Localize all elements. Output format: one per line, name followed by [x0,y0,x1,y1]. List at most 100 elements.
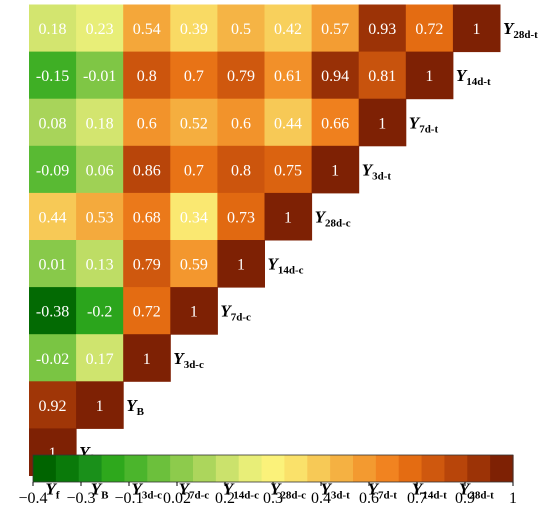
heatmap-cell: 1 [311,145,360,194]
colorbar-segment [330,455,354,482]
cell-value: 0.73 [227,209,255,226]
heatmap-cell: 0.39 [170,4,218,53]
cell-value: 0.66 [321,115,349,132]
heatmap-cell-rect [170,51,218,100]
heatmap-cell: 1 [170,287,218,335]
heatmap-cell: 0.06 [76,145,124,194]
cell-value: 1 [190,304,198,321]
heatmap-cell-rect [217,51,265,100]
heatmap-cell-rect [170,145,218,194]
heatmap-cells: 0.18 0.23 0.54 0.39 0.5 0.42 0.57 0.93 0.72 1 -0.1… [29,4,501,476]
cell-value: 0.34 [180,209,208,226]
colorbar-segment [398,455,423,482]
colorbar-segment [467,455,491,482]
cell-value: 0.8 [231,162,251,179]
heatmap-cell-rect [170,240,218,288]
heatmap-cell: 0.34 [170,192,218,241]
heatmap-cell: 0.92 [29,381,77,429]
row-label-28d-c: Y28d-c [315,207,351,229]
cell-value: 1 [425,68,433,85]
cell-value: 0.54 [133,21,161,38]
heatmap-cell: 0.6 [123,98,171,147]
cell-value: 0.81 [368,68,396,85]
heatmap-cell-rect [76,51,124,100]
heatmap-cell-rect [311,98,360,147]
cell-value: 0.23 [86,21,114,38]
heatmap-cell-rect [123,240,171,288]
colorbar-segment [33,455,57,482]
colorbar-segment [307,455,331,482]
heatmap-cell-rect [311,51,360,100]
heatmap-cell: 0.44 [29,192,77,241]
colorbar-segment [193,455,217,482]
heatmap-cell-rect [29,381,77,429]
heatmap-cell-rect [29,192,77,241]
cell-value: 0.6 [231,115,251,132]
cell-value: 1 [96,398,104,415]
cell-value: -0.02 [36,351,69,368]
column-label-7d-t: Y7d-t [368,480,398,502]
cell-value: 0.44 [274,115,302,132]
heatmap-cell: 0.01 [29,240,77,288]
heatmap-cell-rect [76,334,124,382]
row-label-B: YB [126,396,144,418]
heatmap-cell-rect [29,240,77,288]
colorbar-tick-label: 1 [509,490,517,507]
heatmap-cell-rect [217,98,265,147]
heatmap-cell: 1 [358,98,407,147]
cell-value: 1 [237,257,245,274]
colorbar-segment [101,455,126,482]
heatmap-cell: 0.68 [123,192,171,241]
heatmap-cell: 0.52 [170,98,218,147]
heatmap-cell: 1 [264,192,313,241]
heatmap-cell: 0.94 [311,51,360,100]
heatmap-cell-rect [217,145,265,194]
heatmap-cell-rect [76,4,124,53]
colorbar-tick-label: 0.2 [215,490,235,507]
cell-value: 1 [143,351,151,368]
heatmap-cell-rect [123,98,171,147]
heatmap-cell: 1 [217,240,265,288]
cell-value: -0.15 [36,68,69,85]
cell-value: 0.5 [231,21,251,38]
heatmap-cell-rect [264,4,313,53]
cell-value: 0.8 [137,68,157,85]
heatmap-cell: 0.23 [76,4,124,53]
heatmap-cell: 0.73 [217,192,265,241]
heatmap-cell: 0.79 [123,240,171,288]
heatmap-cell: 0.5 [217,4,265,53]
heatmap-cell: 0.66 [311,98,360,147]
row-label-7d-c: Y7d-c [220,302,251,324]
row-label-3d-t: Y3d-t [362,160,392,182]
cell-value: 0.13 [86,257,114,274]
heatmap-cell: 0.61 [264,51,313,100]
colorbar-segment [238,455,263,482]
row-label-3d-c: Y3d-c [173,349,204,371]
colorbar-segment [375,455,400,482]
row-label-14d-c: Y14d-c [268,255,304,277]
heatmap-cell: 0.93 [358,4,407,53]
colorbar-segment [124,455,148,482]
heatmap-cell-rect [76,240,124,288]
heatmap-cell: 0.6 [217,98,265,147]
heatmap-cell: 0.7 [170,145,218,194]
colorbar-tick-label: 0.9 [455,490,475,507]
heatmap-cell: 0.57 [311,4,360,53]
colorbar-segment [421,455,446,482]
cell-value: 0.68 [133,209,161,226]
row-label-28d-t: Y28d-t [503,19,538,41]
colorbar-tick-label: 0.02 [163,490,191,507]
cell-value: -0.38 [36,304,69,321]
cell-value: 0.01 [39,257,67,274]
heatmap-cell-rect [217,240,265,288]
cell-value: 0.52 [180,115,208,132]
colorbar-segment [55,455,80,482]
heatmap-cell-rect [405,51,454,100]
cell-value: -0.09 [36,162,69,179]
heatmap-cell: 0.59 [170,240,218,288]
heatmap-cell-rect [170,4,218,53]
column-label-14d-c: Y14d-c [223,480,259,502]
heatmap-cell-rect [29,287,77,335]
cell-value: 0.6 [137,115,157,132]
